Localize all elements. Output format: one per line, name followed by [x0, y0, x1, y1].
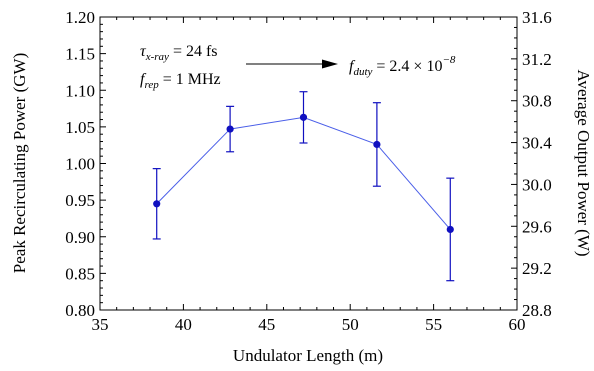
annotation-fduty-symbol: f — [349, 58, 356, 75]
annotation-fduty-value: = 2.4 × 10 — [372, 58, 442, 75]
y2-tick-label: 31.6 — [522, 8, 552, 27]
x-tick-label: 45 — [258, 315, 275, 334]
annotation-fduty-sub: duty — [353, 66, 372, 78]
annotation-frep-value: = 1 MHz — [159, 71, 221, 88]
y2-tick-label: 30.8 — [522, 92, 552, 111]
y-tick-label: 1.10 — [65, 81, 95, 100]
x-tick-label: 40 — [175, 315, 192, 334]
y-tick-label: 1.20 — [65, 8, 95, 27]
x-tick-label: 60 — [509, 315, 526, 334]
y2-tick-label: 29.2 — [522, 259, 552, 278]
y-axis-ticks: 0.80 0.85 0.90 0.95 1.00 1.05 1.10 1.15 1.20 — [65, 8, 106, 320]
y-tick-label: 1.05 — [65, 118, 95, 137]
x-tick-label: 35 — [92, 315, 109, 334]
y2-tick-label: 28.8 — [522, 301, 552, 320]
y-tick-label: 0.80 — [65, 301, 95, 320]
y2-tick-label: 30.4 — [522, 134, 552, 153]
y2-tick-label: 31.2 — [522, 50, 552, 69]
y2-axis-label: Average Output Power (W) — [574, 69, 593, 256]
annotation-tau: τx-ray = 24 fs — [140, 43, 218, 63]
annotation-tau-sub: x-ray — [145, 51, 169, 63]
annotation-tau-value: = 24 fs — [169, 43, 218, 60]
annotation-fduty-exp: −8 — [442, 54, 455, 66]
y-axis-label: Peak Recirculating Power (GW) — [10, 53, 29, 273]
data-point — [299, 113, 308, 121]
y2-axis-ticks: 28.8 29.2 29.6 30.0 30.4 30.8 31.2 31.6 — [511, 8, 552, 320]
data-series — [152, 91, 455, 282]
data-point — [226, 125, 234, 133]
data-point — [153, 200, 161, 208]
data-point — [446, 225, 454, 234]
x-tick-label: 50 — [342, 315, 359, 334]
data-point — [373, 140, 381, 149]
annotation-frep-symbol: f — [140, 71, 147, 88]
x-tick-label: 55 — [425, 315, 442, 334]
y-tick-label: 0.90 — [65, 228, 95, 247]
y-tick-label: 1.00 — [65, 155, 95, 174]
y-tick-label: 0.95 — [65, 191, 95, 210]
y2-tick-label: 29.6 — [522, 217, 552, 236]
x-axis-label: Undulator Length (m) — [233, 346, 383, 365]
y2-tick-label: 30.0 — [522, 175, 552, 194]
y-tick-label: 1.15 — [65, 45, 95, 64]
x-axis-ticks: 35 40 45 50 55 60 — [92, 17, 526, 334]
annotation-tau-symbol: τ — [140, 43, 147, 60]
annotation-frep-sub: rep — [144, 79, 159, 91]
annotation-fduty: fduty = 2.4 × 10−8 — [349, 54, 456, 78]
annotation-frep: frep = 1 MHz — [140, 71, 221, 91]
y-tick-label: 0.85 — [65, 264, 95, 283]
annotation-arrow-head — [322, 59, 338, 69]
